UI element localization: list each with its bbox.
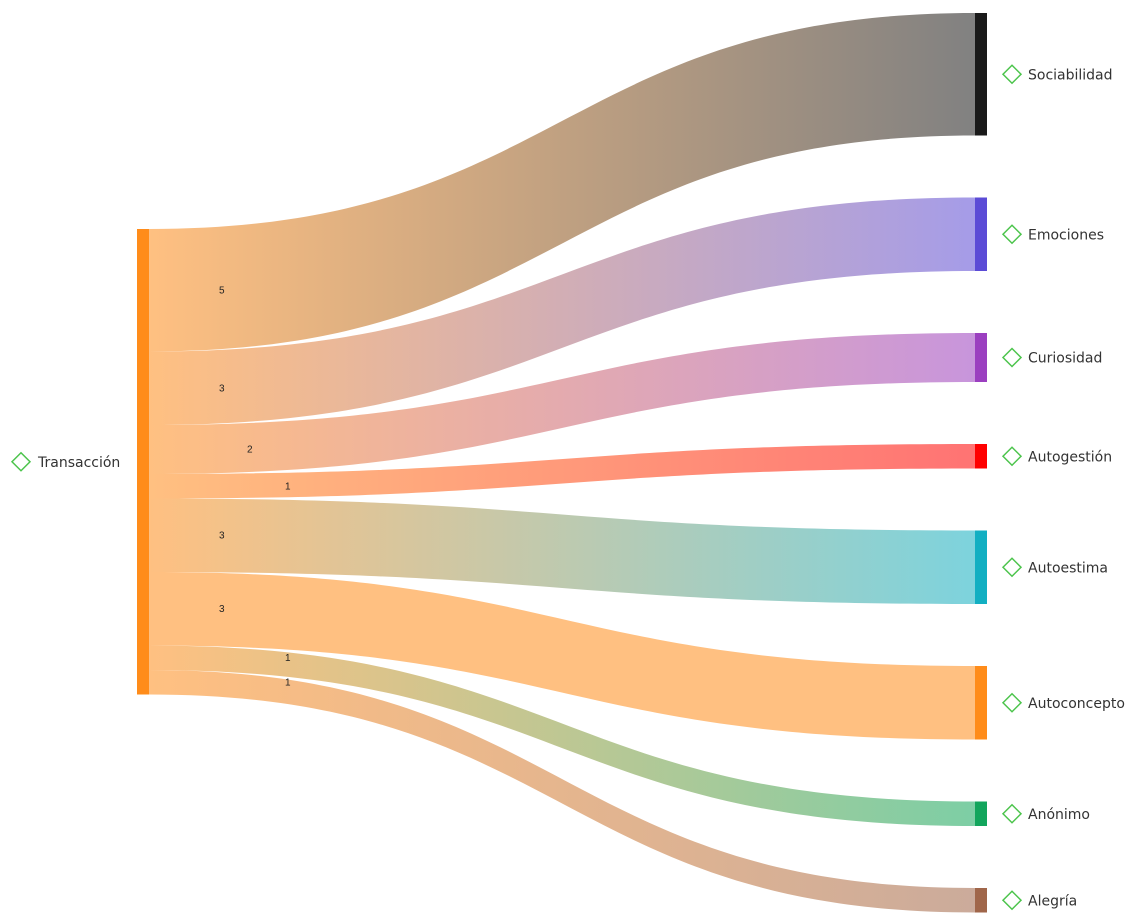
target-node-autogestion (975, 444, 987, 469)
target-node-curiosidad (975, 333, 987, 382)
value-label-sociabilidad: 5 (219, 285, 225, 296)
target-label-autoestima: Autoestima (1028, 560, 1108, 576)
link-alegria (149, 670, 975, 913)
target-diamond-icon-autoestima (1001, 557, 1023, 578)
nodes-layer (137, 13, 987, 913)
target-diamond-icon-sociabilidad (1001, 64, 1023, 85)
target-diamond-icon-emociones (1001, 224, 1023, 245)
source-label: Transacción (37, 455, 120, 471)
target-node-autoestima (975, 530, 987, 604)
target-node-alegria (975, 888, 987, 913)
value-label-emociones: 3 (219, 383, 225, 394)
link-emociones (149, 197, 975, 425)
target-node-emociones (975, 197, 987, 271)
target-diamond-icon-autogestion (1001, 446, 1023, 467)
target-label-sociabilidad: Sociabilidad (1028, 67, 1113, 83)
link-autoestima (149, 498, 975, 604)
link-sociabilidad (149, 13, 975, 352)
link-autoconcepto (149, 572, 975, 740)
labels-layer: 5 3 2 1 3 3 1 1 Transacción Sociabilidad Emociones… (10, 64, 1125, 911)
target-diamond-icon-curiosidad (1001, 347, 1023, 368)
target-label-anonimo: Anónimo (1028, 807, 1090, 823)
target-node-autoconcepto (975, 666, 987, 740)
link-curiosidad (149, 333, 975, 474)
target-node-sociabilidad (975, 13, 987, 136)
target-diamond-icon-anonimo (1001, 803, 1023, 824)
target-label-emociones: Emociones (1028, 227, 1104, 243)
target-label-autogestion: Autogestión (1028, 449, 1112, 465)
target-diamond-icon-autoconcepto (1001, 692, 1023, 713)
link-autogestion (149, 444, 975, 499)
link-anonimo (149, 645, 975, 826)
value-label-curiosidad: 2 (247, 445, 253, 456)
value-label-anonimo: 1 (285, 653, 291, 664)
target-diamond-icon-alegria (1001, 890, 1023, 911)
source-diamond-icon (10, 451, 32, 472)
target-label-curiosidad: Curiosidad (1028, 351, 1102, 367)
target-node-anonimo (975, 801, 987, 826)
value-label-alegria: 1 (285, 677, 291, 688)
target-label-alegria: Alegría (1028, 893, 1077, 909)
links-layer (149, 13, 975, 913)
value-label-autogestion: 1 (285, 481, 291, 492)
value-label-autoconcepto: 3 (219, 604, 225, 615)
value-label-autoestima: 3 (219, 530, 225, 541)
target-label-autoconcepto: Autoconcepto (1028, 696, 1125, 712)
source-node (137, 229, 149, 695)
